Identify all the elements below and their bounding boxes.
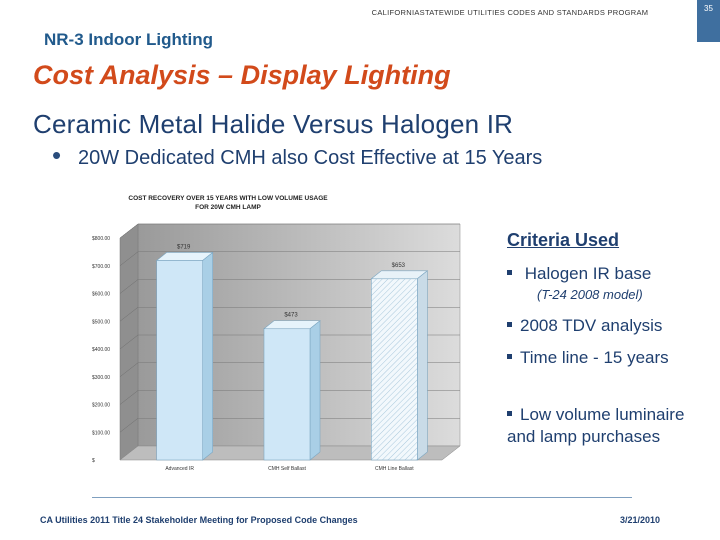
bar-side bbox=[417, 270, 428, 461]
criteria-title: Criteria Used bbox=[507, 230, 620, 250]
main-title: Cost Analysis – Display Lighting bbox=[33, 60, 451, 90]
x-tick-label: Advanced IR bbox=[165, 466, 194, 472]
slide-number-box bbox=[697, 0, 720, 42]
y-tick-label: $600.00 bbox=[92, 292, 110, 298]
section-title: NR-3 Indoor Lighting bbox=[44, 30, 214, 49]
cost-chart: COST RECOVERY OVER 15 YEARS WITH LOW VOL… bbox=[60, 188, 490, 488]
footer-date: 3/21/2010 bbox=[620, 515, 661, 525]
square-bullet-icon bbox=[507, 354, 512, 360]
bullet-dot-icon: • bbox=[52, 140, 62, 170]
chart-title-line-1: COST RECOVERY OVER 15 YEARS WITH LOW VOL… bbox=[128, 195, 328, 202]
y-tick-label: $400.00 bbox=[92, 347, 110, 353]
subtitle: Ceramic Metal Halide Versus Halogen IR bbox=[33, 109, 514, 139]
criteria-item-4: Low volume luminaire and lamp purchases bbox=[507, 404, 707, 448]
bullet-text: 20W Dedicated CMH also Cost Effective at… bbox=[78, 147, 543, 169]
y-tick-label: $300.00 bbox=[92, 375, 110, 381]
criteria-item-2: 2008 TDV analysis bbox=[507, 315, 662, 337]
bar bbox=[371, 278, 418, 461]
bar-side bbox=[309, 320, 321, 461]
y-tick-label: $100.00 bbox=[92, 430, 110, 436]
gridline-side bbox=[119, 307, 139, 322]
y-tick-label: $800.00 bbox=[92, 236, 110, 242]
gridline-side bbox=[119, 334, 139, 350]
criteria-item-3-text: Time line - 15 years bbox=[520, 348, 669, 367]
chart-title-line-2: FOR 20W CMH LAMP bbox=[195, 204, 261, 211]
y-tick-label: $500.00 bbox=[92, 319, 110, 325]
gridline-side bbox=[119, 362, 139, 377]
criteria-item-3: Time line - 15 years bbox=[507, 347, 707, 369]
gridline-side bbox=[119, 251, 139, 266]
y-tick-label: $ bbox=[92, 458, 95, 464]
criteria-item-1: Halogen IR base bbox=[507, 263, 651, 285]
bar-side bbox=[202, 251, 213, 461]
gridline-side bbox=[119, 223, 139, 239]
y-tick-label: $700.00 bbox=[92, 264, 110, 270]
square-bullet-icon bbox=[507, 270, 512, 276]
criteria-item-4-text: Low volume luminaire and lamp purchases bbox=[507, 405, 685, 446]
gridline-side bbox=[119, 418, 139, 433]
bar bbox=[263, 328, 311, 461]
criteria-item-1-sub: (T-24 2008 model) bbox=[537, 287, 643, 302]
square-bullet-icon bbox=[507, 322, 512, 328]
bar bbox=[156, 260, 203, 461]
criteria-item-1-text: Halogen IR base bbox=[524, 264, 652, 283]
footer-left: CA Utilities 2011 Title 24 Stakeholder M… bbox=[40, 515, 358, 525]
bar-data-label: $719 bbox=[177, 244, 191, 250]
x-tick-label: CMH Self Ballast bbox=[268, 466, 306, 472]
x-tick-label: CMH Line Ballast bbox=[375, 466, 414, 472]
slide-number: 35 bbox=[704, 4, 713, 13]
gridline-side bbox=[119, 390, 139, 405]
criteria-item-2-text: 2008 TDV analysis bbox=[520, 316, 663, 335]
program-header: CALIFORNIASTATEWIDE UTILITIES CODES AND … bbox=[371, 8, 649, 17]
gridline-side bbox=[119, 279, 139, 294]
chart-svg: COST RECOVERY OVER 15 YEARS WITH LOW VOL… bbox=[92, 195, 461, 472]
square-bullet-icon bbox=[507, 411, 512, 417]
bar-data-label: $473 bbox=[284, 313, 298, 319]
footer-divider bbox=[92, 497, 632, 498]
bar-data-label: $653 bbox=[392, 263, 406, 269]
y-tick-label: $200.00 bbox=[92, 403, 110, 409]
